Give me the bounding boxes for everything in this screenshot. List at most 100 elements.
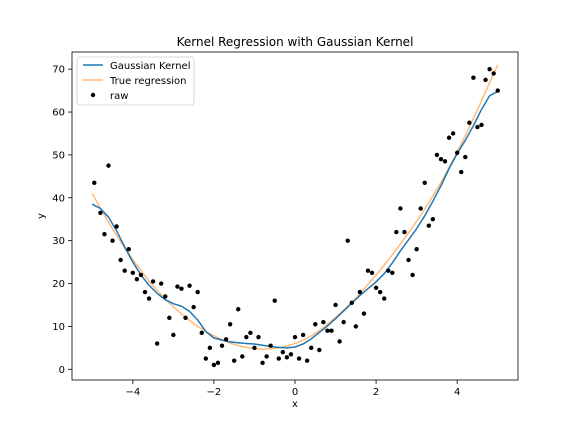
data-point-raw [450, 131, 456, 136]
data-point-raw [163, 294, 168, 299]
data-point-raw [256, 334, 261, 340]
data-point-raw [114, 224, 119, 229]
data-point-raw [495, 88, 500, 93]
legend-box [76, 56, 195, 106]
series-layer [91, 64, 500, 368]
legend: Gaussian Kernel True regression raw [76, 56, 195, 106]
data-point-raw [483, 77, 488, 83]
data-point-raw [426, 223, 431, 228]
data-point-raw [337, 339, 342, 344]
data-point-raw [296, 356, 302, 361]
data-point-raw [227, 322, 233, 327]
data-point-raw [260, 360, 265, 366]
data-point-raw [284, 355, 290, 360]
data-point-raw [369, 270, 375, 276]
data-point-raw [471, 75, 476, 80]
x-tick-label: −4 [125, 387, 140, 398]
data-point-raw [402, 229, 407, 235]
data-point-raw [304, 358, 310, 363]
data-point-raw [248, 330, 253, 336]
data-point-raw [491, 71, 496, 76]
data-point-raw [438, 156, 444, 162]
data-point-raw [463, 154, 468, 160]
data-point-raw [467, 120, 472, 125]
data-point-raw [386, 268, 391, 273]
x-tick-label: −2 [207, 387, 222, 398]
data-point-raw [126, 247, 131, 252]
data-point-raw [98, 210, 103, 215]
data-point-raw [313, 322, 318, 327]
data-point-raw [231, 358, 237, 363]
data-point-raw [361, 311, 367, 316]
data-point-raw [195, 289, 200, 295]
data-point-raw [92, 180, 97, 185]
y-axis-label: y [36, 213, 47, 219]
data-point-raw [382, 296, 387, 301]
data-point-raw [345, 238, 350, 243]
data-point-raw [264, 354, 269, 359]
series-line-true-regression [91, 64, 499, 350]
data-point-raw [422, 180, 427, 185]
data-point-raw [219, 343, 225, 348]
data-point-raw [268, 343, 273, 348]
x-tick-label: 0 [292, 387, 298, 398]
data-point-raw [373, 285, 379, 291]
data-point-raw [191, 304, 196, 310]
data-point-raw [122, 268, 127, 273]
data-point-raw [454, 150, 460, 155]
y-tick-label: 20 [52, 279, 65, 290]
data-point-raw [179, 286, 184, 291]
data-point-raw [479, 122, 484, 128]
data-point-raw [240, 354, 245, 359]
y-tick-label: 60 [52, 108, 65, 119]
data-point-raw [353, 324, 359, 329]
data-point-raw [110, 238, 115, 243]
data-point-raw [171, 332, 176, 338]
data-point-raw [167, 315, 172, 321]
legend-label-gaussian-kernel: Gaussian Kernel [110, 61, 190, 72]
data-point-raw [203, 356, 208, 361]
data-point-raw [442, 159, 448, 164]
data-point-raw [130, 270, 136, 276]
data-point-raw [138, 272, 144, 278]
plot-area [72, 52, 518, 380]
legend-label-raw: raw [110, 91, 128, 102]
data-point-raw [236, 307, 241, 312]
data-point-raw [394, 229, 399, 235]
data-point-raw [365, 268, 371, 273]
data-point-raw [154, 341, 160, 346]
data-point-raw [223, 337, 229, 342]
chart-title: Kernel Regression with Gaussian Kernel [177, 35, 414, 49]
data-point-raw [333, 302, 338, 308]
data-point-raw [272, 298, 277, 303]
data-point-raw [292, 334, 298, 340]
data-point-raw [102, 232, 107, 237]
data-point-raw [215, 360, 221, 366]
x-tick-label: 4 [454, 387, 460, 398]
legend-swatch-raw [90, 92, 96, 98]
data-point-raw [280, 349, 286, 355]
data-point-raw [349, 300, 354, 306]
data-point-raw [410, 272, 415, 278]
data-point-raw [187, 283, 192, 288]
data-point-raw [300, 332, 306, 338]
series-line-gaussian-kernel [91, 90, 499, 349]
y-tick-label: 70 [52, 65, 65, 76]
data-point-raw [142, 289, 148, 295]
data-point-raw [446, 135, 452, 140]
y-tick-label: 50 [52, 150, 65, 161]
data-point-raw [475, 124, 480, 130]
data-point-raw [159, 281, 164, 286]
data-point-raw [199, 330, 204, 336]
data-point-raw [430, 217, 436, 222]
data-point-raw [118, 257, 123, 263]
data-point-raw [150, 279, 156, 284]
x-axis-label: x [292, 399, 298, 410]
data-point-raw [134, 277, 140, 282]
data-point-raw [357, 289, 363, 295]
data-point-raw [321, 319, 326, 325]
data-point-raw [434, 152, 440, 158]
data-point-raw [398, 206, 403, 211]
